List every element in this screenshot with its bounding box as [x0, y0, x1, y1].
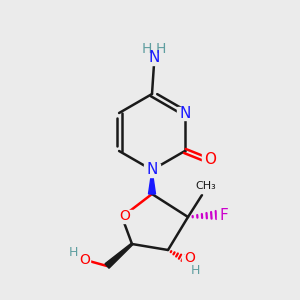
Bar	[117, 209, 133, 223]
Text: N: N	[179, 106, 190, 121]
Text: O: O	[120, 209, 130, 223]
Bar	[202, 152, 218, 166]
Text: O: O	[80, 253, 90, 267]
Text: O: O	[184, 251, 195, 265]
Bar	[217, 208, 231, 221]
Polygon shape	[148, 170, 155, 194]
Bar	[144, 164, 160, 176]
Bar	[65, 247, 79, 259]
Text: N: N	[146, 163, 158, 178]
Text: H: H	[142, 42, 152, 56]
Text: N: N	[148, 50, 160, 65]
Text: H: H	[156, 42, 166, 56]
Bar	[146, 52, 162, 64]
Bar	[139, 42, 169, 56]
Text: CH₃: CH₃	[196, 181, 216, 191]
Polygon shape	[105, 243, 133, 268]
Text: H: H	[190, 263, 200, 277]
Bar	[189, 264, 203, 276]
Text: H: H	[68, 247, 78, 260]
Bar	[195, 179, 217, 193]
Bar	[74, 254, 90, 266]
Text: F: F	[220, 208, 228, 223]
Text: O: O	[204, 152, 216, 166]
Bar	[177, 106, 193, 119]
Bar	[182, 254, 202, 268]
